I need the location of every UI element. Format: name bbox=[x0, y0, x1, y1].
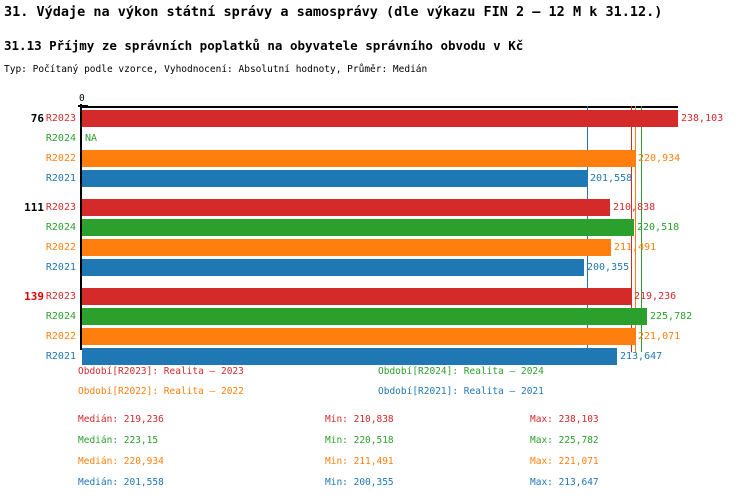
bar-r2023[interactable] bbox=[82, 288, 631, 305]
bar-r2023[interactable] bbox=[82, 110, 678, 127]
bar-value-label: 201,558 bbox=[590, 173, 633, 184]
bar-value-label: 213,647 bbox=[620, 351, 663, 362]
stat-max-r2024: Max: 225,782 bbox=[530, 435, 599, 446]
axis-zero-tick bbox=[78, 105, 88, 107]
bar-value-label: 221,071 bbox=[638, 331, 681, 342]
bar-value-label: 220,518 bbox=[637, 222, 680, 233]
bar-value-label: 200,355 bbox=[587, 262, 630, 273]
stat-median-r2022: Medián: 220,934 bbox=[78, 456, 164, 467]
stat-median-r2021: Medián: 201,558 bbox=[78, 477, 164, 488]
series-label-r2021: R2021 bbox=[45, 173, 76, 184]
stat-max-r2021: Max: 213,647 bbox=[530, 477, 599, 488]
series-label-r2023: R2023 bbox=[45, 291, 76, 302]
stat-min-r2024: Min: 220,518 bbox=[325, 435, 394, 446]
series-label-r2023: R2023 bbox=[45, 202, 76, 213]
legend-item-r2023[interactable]: Období[R2023]: Realita – 2023 bbox=[78, 366, 244, 377]
stat-max-r2022: Max: 221,071 bbox=[530, 456, 599, 467]
bar-na-label: NA bbox=[85, 133, 98, 144]
chart-top-rule bbox=[82, 106, 678, 108]
series-label-r2021: R2021 bbox=[45, 262, 76, 273]
bar-r2024[interactable] bbox=[82, 308, 647, 325]
series-label-r2021: R2021 bbox=[45, 351, 76, 362]
chart-meta-info: Typ: Počítaný podle vzorce, Vyhodnocení:… bbox=[4, 64, 428, 75]
bar-r2021[interactable] bbox=[82, 348, 617, 365]
bar-r2022[interactable] bbox=[82, 328, 635, 345]
series-label-r2022: R2022 bbox=[45, 242, 76, 253]
stat-min-r2022: Min: 211,491 bbox=[325, 456, 394, 467]
bar-r2024[interactable] bbox=[82, 219, 634, 236]
stat-min-r2023: Min: 210,838 bbox=[325, 414, 394, 425]
axis-zero-tick-label: 0 bbox=[79, 93, 85, 104]
chart-subtitle: 31.13 Příjmy ze správních poplatků na ob… bbox=[4, 38, 524, 53]
bar-value-label: 219,236 bbox=[634, 291, 677, 302]
stat-min-r2021: Min: 200,355 bbox=[325, 477, 394, 488]
bar-r2023[interactable] bbox=[82, 199, 610, 216]
bar-value-label: 210,838 bbox=[613, 202, 656, 213]
bar-value-label: 220,934 bbox=[638, 153, 681, 164]
bar-value-label: 225,782 bbox=[650, 311, 693, 322]
page-title: 31. Výdaje na výkon státní správy a samo… bbox=[4, 4, 663, 20]
bar-r2022[interactable] bbox=[82, 150, 635, 167]
group-label-139: 139 bbox=[24, 290, 44, 303]
stat-median-r2023: Medián: 219,236 bbox=[78, 414, 164, 425]
group-label-76: 76 bbox=[30, 112, 44, 125]
stat-max-r2023: Max: 238,103 bbox=[530, 414, 599, 425]
legend-item-r2024[interactable]: Období[R2024]: Realita – 2024 bbox=[378, 366, 544, 377]
series-label-r2022: R2022 bbox=[45, 331, 76, 342]
bar-value-label: 238,103 bbox=[681, 113, 724, 124]
median-line-r2024 bbox=[641, 106, 642, 352]
legend-item-r2021[interactable]: Období[R2021]: Realita – 2021 bbox=[378, 386, 544, 397]
bar-r2021[interactable] bbox=[82, 170, 587, 187]
bar-r2021[interactable] bbox=[82, 259, 584, 276]
series-label-r2023: R2023 bbox=[45, 113, 76, 124]
bar-r2022[interactable] bbox=[82, 239, 611, 256]
group-label-111: 111 bbox=[24, 201, 44, 214]
series-label-r2022: R2022 bbox=[45, 153, 76, 164]
legend-item-r2022[interactable]: Období[R2022]: Realita – 2022 bbox=[78, 386, 244, 397]
y-axis-line bbox=[80, 104, 82, 350]
series-label-r2024: R2024 bbox=[45, 311, 76, 322]
bar-value-label: 211,491 bbox=[614, 242, 657, 253]
median-line-r2022 bbox=[635, 106, 636, 352]
series-label-r2024: R2024 bbox=[45, 222, 76, 233]
stat-median-r2024: Medián: 223,15 bbox=[78, 435, 159, 446]
series-label-r2024: R2024 bbox=[45, 133, 76, 144]
